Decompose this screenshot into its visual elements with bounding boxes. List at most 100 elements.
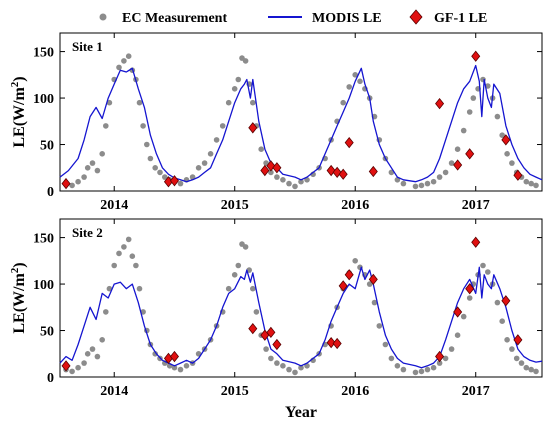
y-tick-label: 0	[47, 185, 54, 200]
ec-point	[499, 318, 506, 325]
ec-point	[509, 160, 515, 166]
ec-point	[268, 169, 274, 176]
gf1-point	[326, 336, 336, 349]
x-tick-label: 2017	[462, 384, 490, 399]
ec-point	[430, 178, 437, 185]
ec-point	[494, 113, 501, 120]
ec-point	[94, 353, 101, 360]
x-tick-label: 2017	[462, 198, 490, 213]
ticks-site-1: 0 50 100 150 2014 2015 2016 2017	[33, 33, 542, 213]
ec-point	[298, 364, 304, 371]
ec-point	[442, 169, 449, 176]
ec-point	[225, 285, 232, 292]
gf1-point	[338, 280, 348, 292]
legend-gf1-label: GF-1 LE	[434, 11, 487, 26]
y-axis-title-site-1: LE(W/m2)	[9, 76, 28, 147]
ec-point	[485, 83, 491, 89]
ec-point	[84, 351, 91, 357]
ec-point	[121, 244, 127, 250]
ec-point	[394, 363, 401, 369]
marks-site-2	[59, 236, 543, 376]
ec-point	[157, 169, 163, 176]
y-tick-label: 150	[33, 46, 54, 61]
ec-point	[436, 174, 443, 180]
ec-point	[268, 355, 274, 362]
gf1-point	[272, 162, 282, 174]
ec-point	[250, 99, 256, 106]
legend-ec-marker	[99, 13, 107, 21]
y-axis-title-sup: 2	[9, 267, 21, 273]
panel-label-site-2: Site 2	[72, 225, 103, 240]
ec-point	[263, 346, 269, 352]
panel-label-site-1: Site 1	[72, 39, 103, 54]
x-axis-title: Year	[285, 404, 317, 421]
ec-point	[388, 355, 395, 362]
ec-point	[231, 86, 238, 92]
ec-point	[171, 364, 178, 371]
ec-point	[518, 360, 525, 366]
ec-point	[442, 355, 449, 362]
ec-point	[460, 313, 467, 320]
gf1-point	[326, 164, 336, 177]
ec-point	[470, 95, 477, 101]
ec-point	[412, 369, 419, 376]
ec-point	[177, 180, 184, 187]
gf1-point	[169, 350, 179, 363]
ec-point	[274, 174, 280, 180]
modis-line	[59, 64, 543, 183]
ec-point	[504, 151, 510, 157]
gf1-point	[453, 159, 463, 171]
gf1-point	[513, 334, 523, 346]
ec-point	[106, 99, 113, 106]
ec-point	[125, 236, 132, 243]
gf1-point	[471, 236, 481, 248]
gf1-point	[368, 165, 378, 178]
ec-point	[242, 58, 249, 64]
ec-point	[533, 182, 539, 189]
ec-point	[231, 272, 238, 278]
ec-point	[460, 127, 467, 134]
ec-point	[253, 309, 260, 315]
ec-point	[69, 182, 75, 189]
gf1-point	[338, 168, 348, 180]
ec-point	[177, 366, 184, 373]
ec-point	[466, 295, 473, 301]
x-tick-label: 2014	[100, 384, 128, 399]
ec-point	[499, 132, 506, 138]
y-tick-label: 50	[40, 325, 54, 340]
panel-site-2: Site 2 0 50 100 150 2014 2015 2016 2017	[33, 218, 543, 399]
ec-point	[274, 360, 280, 366]
gf1-point	[248, 323, 258, 335]
gf1-point	[332, 166, 342, 179]
ec-point	[454, 146, 461, 152]
gf1-point	[471, 50, 481, 62]
ec-point	[258, 146, 265, 152]
ec-point	[418, 182, 425, 189]
ec-point	[125, 53, 132, 59]
x-tick-label: 2014	[100, 198, 128, 213]
ec-point	[298, 178, 304, 185]
ec-point	[480, 262, 486, 269]
ec-point	[81, 360, 87, 366]
ec-point	[533, 368, 539, 375]
ec-point	[75, 178, 81, 185]
ticks-site-2: 0 50 100 150 2014 2015 2016 2017	[33, 219, 542, 399]
legend-item-ec: EC Measurement	[99, 11, 227, 26]
legend-ec-label: EC Measurement	[122, 11, 227, 26]
ec-point	[89, 346, 96, 352]
panel-site-1: Site 1 0 50 100 150 2014 2015 2016 2017	[33, 32, 543, 213]
ec-point	[219, 123, 226, 129]
gf1-point	[435, 350, 445, 363]
ec-point	[106, 285, 113, 292]
ec-point	[430, 364, 437, 371]
ec-point	[448, 160, 455, 166]
ec-point	[346, 84, 353, 90]
ec-point	[235, 262, 242, 269]
ec-point	[513, 355, 520, 362]
ec-point	[99, 337, 105, 343]
y-tick-label: 100	[33, 278, 54, 293]
ec-point	[81, 174, 87, 180]
ec-point	[523, 364, 530, 371]
ec-point	[382, 341, 389, 348]
ec-point	[242, 244, 249, 250]
